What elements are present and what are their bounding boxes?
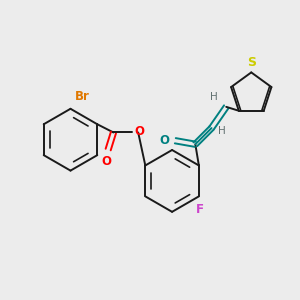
Text: F: F xyxy=(196,203,204,216)
Text: Br: Br xyxy=(75,91,90,103)
Text: H: H xyxy=(210,92,218,102)
Text: O: O xyxy=(102,155,112,168)
Text: S: S xyxy=(247,56,256,70)
Text: O: O xyxy=(134,125,144,138)
Text: O: O xyxy=(159,134,170,147)
Text: H: H xyxy=(218,126,226,136)
